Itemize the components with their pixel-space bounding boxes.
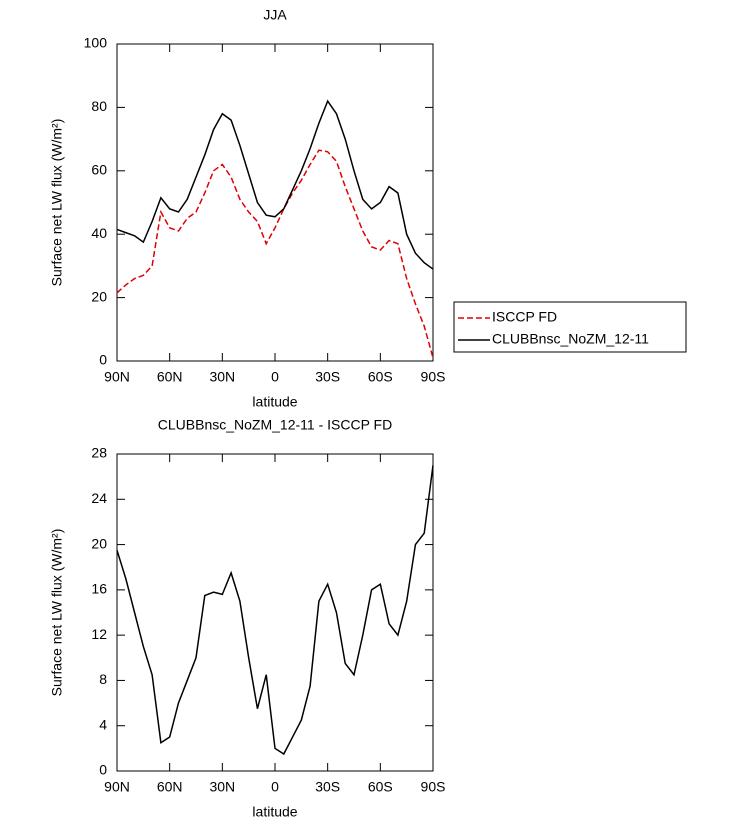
x-tick-label: 30S	[315, 779, 340, 795]
legend-label: ISCCP FD	[492, 309, 557, 325]
x-tick-label: 30N	[209, 779, 235, 795]
y-tick-label: 28	[91, 445, 107, 461]
y-tick-label: 20	[91, 288, 107, 304]
x-tick-label: 90N	[104, 369, 130, 385]
y-tick-label: 20	[91, 535, 107, 551]
chart-title: JJA	[263, 7, 287, 23]
x-tick-label: 0	[271, 779, 279, 795]
chart-title: CLUBBnsc_NoZM_12-11 - ISCCP FD	[158, 417, 392, 433]
y-tick-label: 16	[91, 581, 107, 597]
x-tick-label: 30N	[209, 369, 235, 385]
legend-label: CLUBBnsc_NoZM_12-11	[492, 331, 649, 347]
x-tick-label: 90S	[421, 369, 446, 385]
legend-box	[453, 301, 687, 353]
y-tick-label: 12	[91, 626, 107, 642]
y-tick-label: 4	[99, 716, 107, 732]
y-tick-label: 8	[99, 671, 107, 687]
y-axis-label: Surface net LW flux (W/m²)	[49, 119, 65, 287]
x-tick-label: 60S	[368, 369, 393, 385]
y-tick-label: 40	[91, 225, 107, 241]
x-axis-label: latitude	[252, 804, 297, 820]
plot-frame	[116, 453, 434, 772]
x-tick-label: 60N	[157, 369, 183, 385]
x-tick-label: 90N	[104, 779, 130, 795]
y-tick-label: 60	[91, 162, 107, 178]
data-line	[116, 99, 434, 270]
x-tick-label: 90S	[421, 779, 446, 795]
x-tick-label: 60N	[157, 779, 183, 795]
y-tick-label: 100	[84, 35, 108, 51]
data-line	[116, 465, 434, 756]
y-tick-label: 80	[91, 98, 107, 114]
y-tick-label: 0	[99, 352, 107, 368]
x-tick-label: 0	[271, 369, 279, 385]
x-axis-label: latitude	[252, 394, 297, 410]
y-tick-label: 0	[99, 762, 107, 778]
x-tick-label: 30S	[315, 369, 340, 385]
y-tick-label: 24	[91, 490, 107, 506]
data-line	[116, 149, 434, 359]
x-tick-label: 60S	[368, 779, 393, 795]
y-axis-label: Surface net LW flux (W/m²)	[49, 529, 65, 697]
